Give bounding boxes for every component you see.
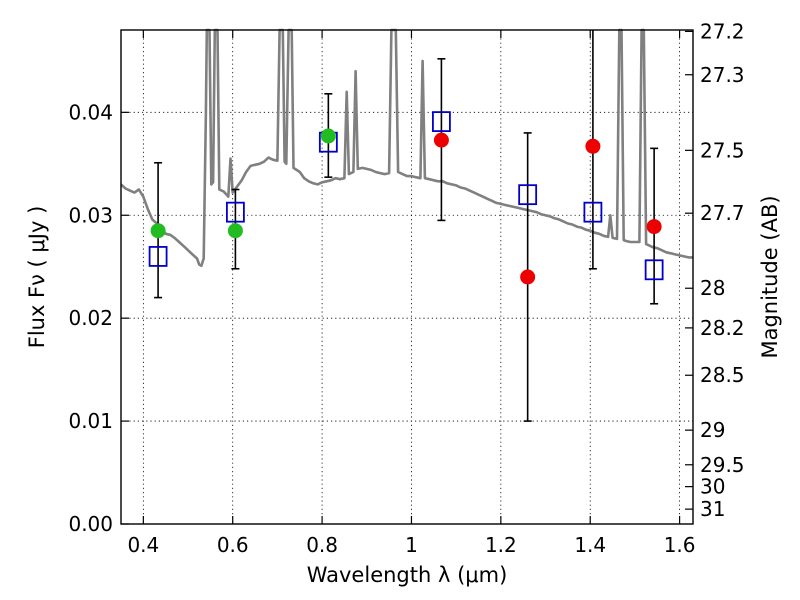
right-tick-label: 27.7: [700, 201, 745, 225]
x-tick-label: 0.8: [306, 533, 338, 557]
plot-frame: [120, 29, 694, 525]
tick-layer: [121, 30, 693, 525]
observed-flux-red: [433, 132, 449, 148]
marker-layer: [148, 111, 664, 285]
observed-flux-red: [585, 138, 601, 154]
x-tick-label: 1.2: [485, 533, 517, 557]
observed-flux-green: [150, 223, 166, 239]
right-tick-label: 30: [700, 475, 725, 499]
y-axis-right-title: Magnitude (AB): [758, 195, 782, 358]
right-tick-label: 29.5: [700, 453, 745, 477]
model-flux-square: [225, 201, 245, 223]
right-tick-label: 28.2: [700, 316, 745, 340]
label-layer: 0.4 0.6 0.8 1 1.2 1.4 1.6 0.00 0.01 0.02 0.03 0.04 2…: [68, 19, 744, 557]
observed-flux-red: [646, 219, 662, 235]
model-flux-square: [432, 111, 451, 132]
y-tick-label: 0.03: [68, 203, 113, 227]
model-flux-square: [644, 259, 664, 281]
right-tick-label: 27.5: [700, 138, 745, 162]
x-tick-label: 1: [405, 533, 418, 557]
right-tick-label: 29: [700, 418, 725, 442]
model-flux-square: [148, 246, 168, 267]
model-flux-square: [583, 201, 603, 223]
grid-layer: [121, 30, 693, 524]
observed-flux-green: [320, 128, 336, 144]
line-layer: [120, 28, 693, 267]
model-spectrum-line: [120, 28, 693, 267]
x-tick-label: 0.6: [217, 533, 249, 557]
y-axis-title: Flux Fν ( μJy ): [25, 206, 49, 349]
x-tick-label: 0.4: [127, 533, 159, 557]
right-tick-label: 31: [700, 497, 725, 521]
y-tick-label: 0.01: [68, 409, 113, 433]
model-flux-square: [518, 184, 538, 206]
x-tick-label: 1.4: [574, 533, 606, 557]
errorbar-layer: [154, 30, 659, 422]
observed-flux-red: [520, 269, 536, 285]
right-tick-label: 27.2: [700, 19, 745, 43]
x-tick-label: 1.6: [664, 533, 696, 557]
observed-flux-green: [227, 223, 243, 239]
right-tick-label: 28: [700, 276, 725, 300]
x-axis-title: Wavelength λ (μm): [307, 563, 508, 587]
y-tick-label: 0.04: [68, 100, 113, 124]
y-tick-label: 0.02: [68, 306, 113, 330]
right-tick-label: 28.5: [700, 363, 745, 387]
right-tick-label: 27.3: [700, 63, 745, 87]
y-tick-label: 0.00: [68, 512, 113, 536]
